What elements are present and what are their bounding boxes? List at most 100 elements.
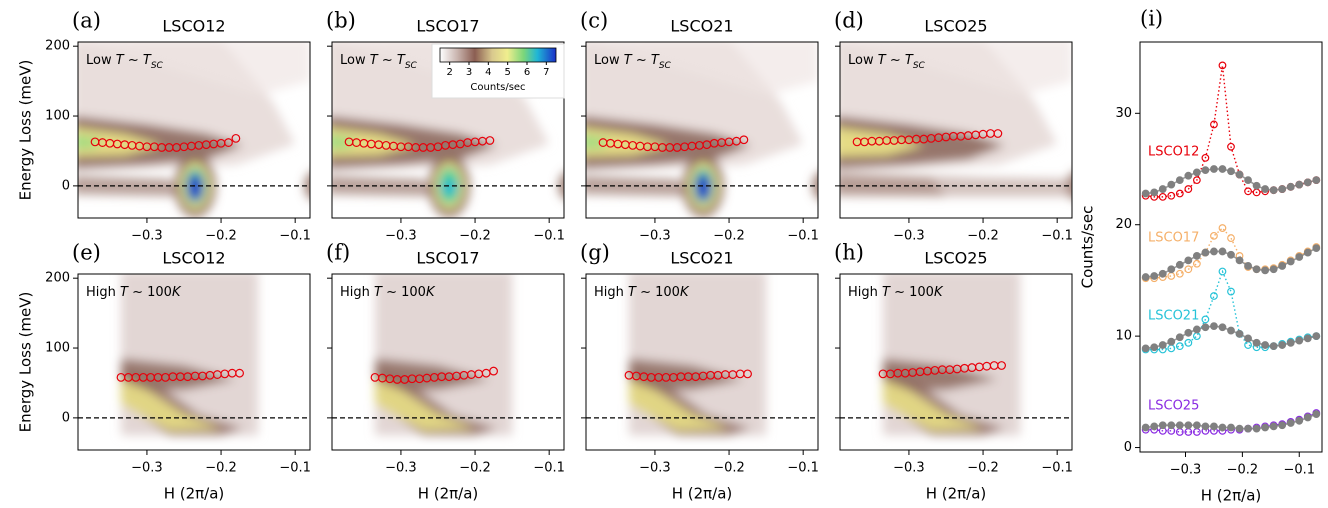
reference-point: [1175, 260, 1184, 269]
reference-point: [1269, 422, 1278, 431]
panel-letter: (e): [72, 241, 101, 265]
intensity-layer: [628, 274, 767, 436]
data-point: [1244, 187, 1252, 196]
x-tick-label: −0.2: [713, 229, 745, 244]
reference-point: [1278, 185, 1287, 193]
annotation-part: T: [882, 285, 891, 300]
dispersion-point: [997, 361, 1006, 370]
reference-point: [1192, 325, 1201, 334]
panel-letter: (h): [834, 241, 864, 265]
reference-point: [1210, 322, 1218, 331]
x-tick-label: −0.1: [533, 461, 565, 476]
x-tick-label: −0.2: [459, 229, 491, 244]
reference-point: [1303, 334, 1312, 343]
colorbar-tick-label: 3: [466, 67, 472, 78]
reference-point: [1167, 180, 1176, 189]
reference-point: [1175, 421, 1184, 430]
data-point: [1227, 234, 1235, 242]
x-tick-label: −0.1: [1041, 461, 1073, 476]
x-axis-label: H (2π/a): [418, 485, 479, 503]
intensity-peak: [812, 173, 818, 199]
x-tick-label: −0.1: [787, 229, 819, 244]
reference-point: [1269, 265, 1278, 274]
dispersion-point: [485, 136, 495, 145]
annotation-part: ~: [632, 53, 651, 68]
panel-letter: (i): [1140, 7, 1163, 31]
data-point: [1167, 191, 1176, 200]
reference-point: [1278, 421, 1287, 430]
reference-point: [1210, 165, 1218, 173]
x-tick-label: −0.3: [1170, 463, 1202, 478]
reference-point: [1244, 176, 1252, 185]
reference-point: [1286, 419, 1295, 427]
dispersion-point: [231, 133, 241, 143]
panel-letter: (b): [326, 9, 356, 33]
reference-point: [1278, 341, 1287, 349]
plot-frame: [77, 41, 311, 219]
reference-point: [1244, 262, 1252, 270]
reference-point: [1278, 262, 1287, 270]
data-point: [1218, 61, 1227, 70]
legend-label: LSCO17: [1148, 231, 1199, 246]
reference-point: [1141, 423, 1150, 432]
intensity-map: [120, 274, 259, 436]
annotation-part: High: [594, 285, 628, 300]
annotation: Low T ~ TSC: [340, 53, 418, 71]
data-point: [1210, 231, 1218, 240]
intensity-region: [844, 42, 1072, 96]
annotation: High T ~ 100K: [848, 285, 944, 300]
annotation-part: Low: [848, 53, 878, 68]
reference-point: [1167, 265, 1176, 274]
reference-point: [1150, 188, 1159, 197]
reference-point: [1312, 332, 1321, 341]
annotation-part: K: [172, 285, 182, 300]
intensity-layer: [586, 42, 818, 218]
annotation-part: T: [143, 53, 152, 68]
x-tick-label: −0.2: [967, 461, 999, 476]
reference-point: [1141, 189, 1150, 198]
annotation-part: High: [848, 285, 882, 300]
x-tick-label: −0.3: [639, 461, 671, 476]
panel-title: LSCO25: [924, 249, 987, 268]
data-point: [1184, 185, 1193, 193]
data-point: [1158, 192, 1167, 201]
annotation-part: ~ 100: [636, 285, 680, 300]
data-point: [1167, 344, 1176, 353]
x-tick-label: −0.3: [893, 461, 925, 476]
x-tick-label: −0.3: [131, 229, 163, 244]
reference-point: [1210, 247, 1218, 256]
reference-point: [1150, 343, 1159, 352]
x-tick-label: −0.2: [205, 461, 237, 476]
x-tick-label: −0.1: [279, 229, 311, 244]
colorbar-tick-label: 5: [504, 67, 510, 78]
intensity-peak: [187, 173, 203, 202]
x-tick-label: −0.1: [1283, 463, 1315, 478]
annotation-part: ~ 100: [890, 285, 934, 300]
reference-point: [1252, 181, 1261, 190]
reference-point: [1227, 167, 1235, 176]
reference-point: [1235, 424, 1244, 433]
y-tick-label: 200: [45, 271, 70, 286]
dispersion-point: [739, 135, 749, 145]
panel-letter: (c): [580, 9, 608, 33]
reference-point: [1295, 253, 1304, 261]
plot-frame: [585, 273, 819, 451]
annotation-part: High: [86, 285, 120, 300]
reference-point: [1218, 247, 1227, 256]
annotation: High T ~ 100K: [594, 285, 690, 300]
annotation-part: T: [905, 53, 914, 68]
x-tick-label: −0.2: [459, 461, 491, 476]
legend-label: LSCO25: [1148, 399, 1199, 414]
annotation-part: K: [680, 285, 690, 300]
intensity-layer: [882, 274, 1021, 436]
plot-frame: [331, 41, 565, 219]
reference-point: [1167, 421, 1176, 430]
reference-point: [1184, 171, 1193, 180]
annotation-part: T: [878, 53, 887, 68]
plot-frame: [331, 273, 565, 451]
y-axis-label: Counts/sec: [1079, 206, 1097, 289]
intensity-peak: [441, 180, 457, 195]
annotation-part: K: [934, 285, 944, 300]
reference-point: [1244, 424, 1252, 433]
x-tick-label: −0.1: [279, 461, 311, 476]
